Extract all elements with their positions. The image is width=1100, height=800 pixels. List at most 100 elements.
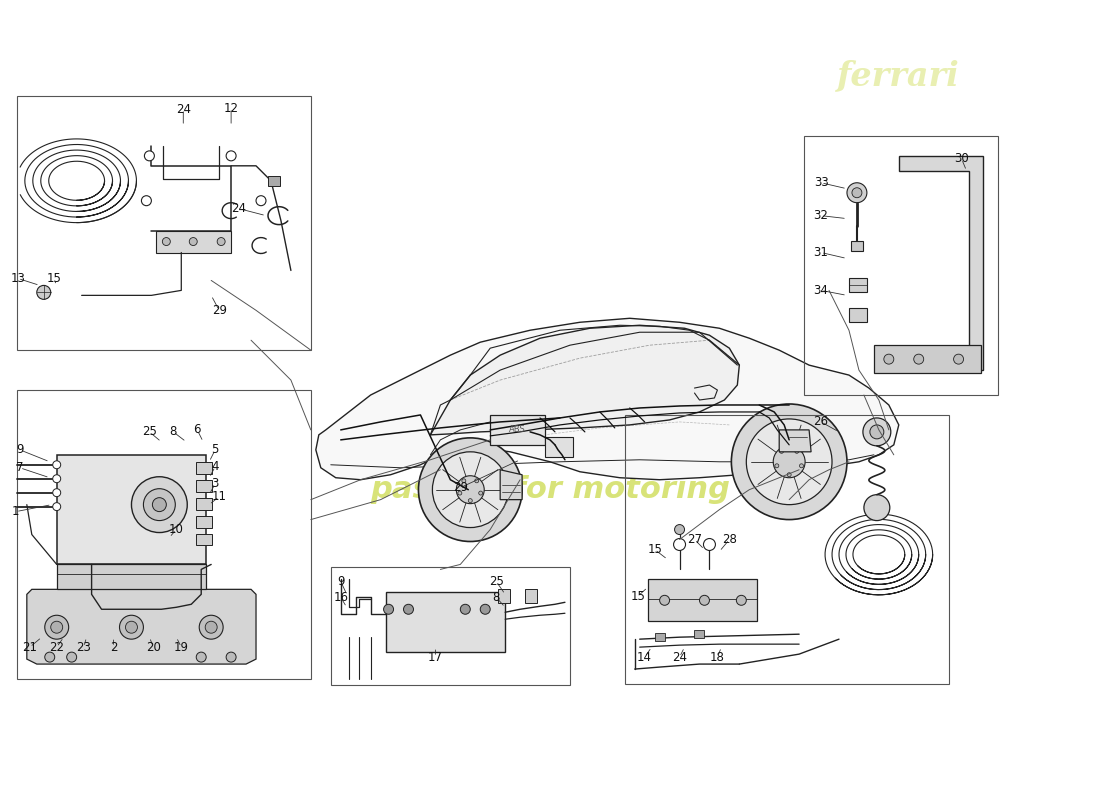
- Circle shape: [144, 151, 154, 161]
- Bar: [625, 415, 948, 684]
- Bar: [268, 176, 279, 186]
- Circle shape: [704, 538, 715, 550]
- Text: 22: 22: [50, 641, 64, 654]
- Circle shape: [120, 615, 143, 639]
- Bar: [57, 455, 206, 565]
- Circle shape: [432, 452, 508, 527]
- Bar: [654, 633, 664, 641]
- Text: 32: 32: [814, 209, 828, 222]
- Text: 14: 14: [637, 650, 652, 664]
- Circle shape: [404, 604, 414, 614]
- Circle shape: [674, 525, 684, 534]
- Circle shape: [746, 419, 832, 505]
- Circle shape: [418, 438, 522, 542]
- Circle shape: [142, 196, 152, 206]
- Bar: [544, 437, 573, 457]
- Text: 31: 31: [814, 246, 828, 259]
- Circle shape: [870, 425, 883, 439]
- Bar: [196, 534, 212, 546]
- Text: 7: 7: [16, 462, 23, 474]
- Text: 2: 2: [110, 641, 118, 654]
- Circle shape: [780, 450, 783, 454]
- Text: 3: 3: [211, 478, 219, 490]
- Circle shape: [199, 615, 223, 639]
- Text: 1: 1: [12, 505, 20, 518]
- Bar: [196, 480, 212, 492]
- Text: 15: 15: [46, 272, 62, 285]
- Text: 20: 20: [146, 641, 161, 654]
- Bar: [386, 592, 505, 652]
- Text: 30: 30: [954, 152, 969, 166]
- Circle shape: [864, 494, 890, 521]
- Bar: [196, 515, 212, 527]
- Circle shape: [788, 473, 791, 477]
- Text: 25: 25: [142, 426, 157, 438]
- Circle shape: [163, 238, 170, 246]
- Bar: [498, 590, 510, 603]
- Bar: [156, 230, 231, 253]
- Text: 13: 13: [10, 272, 25, 285]
- Circle shape: [217, 238, 226, 246]
- Circle shape: [475, 479, 478, 483]
- Circle shape: [53, 474, 60, 482]
- Polygon shape: [500, 470, 522, 500]
- Text: 24: 24: [672, 650, 688, 664]
- Circle shape: [67, 652, 77, 662]
- Text: 12: 12: [223, 102, 239, 114]
- Bar: [16, 390, 311, 679]
- Text: ABS: ABS: [508, 426, 526, 434]
- Circle shape: [773, 446, 805, 478]
- Polygon shape: [899, 156, 983, 370]
- Circle shape: [460, 604, 471, 614]
- Circle shape: [914, 354, 924, 364]
- Text: 9: 9: [337, 575, 344, 588]
- Text: 8: 8: [493, 591, 499, 604]
- Circle shape: [458, 491, 462, 495]
- Circle shape: [673, 538, 685, 550]
- Text: 27: 27: [688, 533, 702, 546]
- Text: 19: 19: [174, 641, 189, 654]
- Circle shape: [478, 491, 483, 495]
- Bar: [694, 630, 704, 638]
- Text: 24: 24: [232, 202, 246, 215]
- Text: 26: 26: [814, 415, 828, 429]
- Text: 23: 23: [76, 641, 91, 654]
- Circle shape: [384, 604, 394, 614]
- Text: 8: 8: [169, 426, 177, 438]
- Circle shape: [462, 479, 465, 483]
- Circle shape: [227, 652, 236, 662]
- Circle shape: [700, 595, 710, 606]
- Text: 9: 9: [16, 443, 23, 456]
- Circle shape: [800, 464, 803, 468]
- Circle shape: [256, 196, 266, 206]
- Text: 6: 6: [194, 423, 201, 436]
- Text: 21: 21: [22, 641, 37, 654]
- Circle shape: [51, 622, 63, 633]
- Circle shape: [851, 188, 862, 198]
- Bar: [331, 567, 570, 685]
- Bar: [849, 308, 867, 322]
- Circle shape: [189, 238, 197, 246]
- Polygon shape: [26, 590, 256, 664]
- Text: 33: 33: [814, 176, 828, 190]
- Bar: [851, 241, 862, 250]
- Circle shape: [736, 595, 746, 606]
- Circle shape: [227, 151, 236, 161]
- Circle shape: [143, 489, 175, 521]
- Bar: [491, 415, 544, 445]
- Circle shape: [883, 354, 894, 364]
- Text: 29: 29: [211, 304, 227, 317]
- Circle shape: [954, 354, 964, 364]
- Bar: [196, 498, 212, 510]
- Text: 11: 11: [211, 490, 227, 503]
- Text: 16: 16: [333, 591, 349, 604]
- Bar: [849, 278, 867, 292]
- Text: 15: 15: [630, 590, 645, 603]
- Circle shape: [469, 498, 472, 502]
- Polygon shape: [316, 318, 899, 480]
- Text: ferrari: ferrari: [837, 60, 960, 93]
- Text: 5: 5: [211, 443, 219, 456]
- Circle shape: [456, 476, 484, 504]
- Text: 18: 18: [710, 650, 725, 664]
- Text: 4: 4: [211, 460, 219, 474]
